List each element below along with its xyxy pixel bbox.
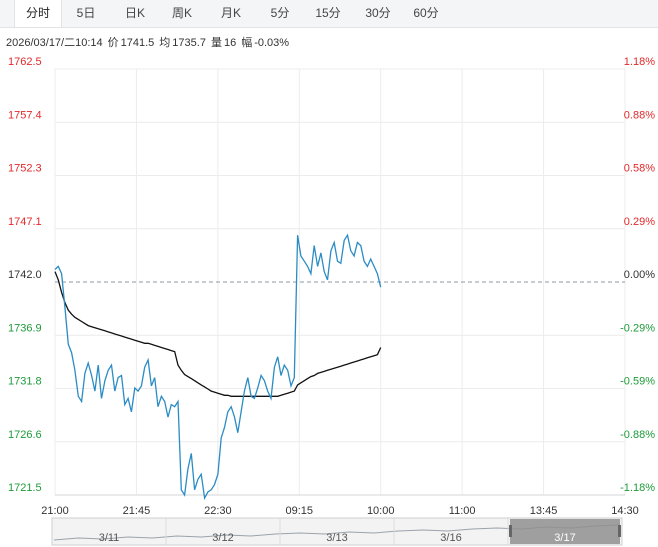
quote-info-bar: 2026/03/17/二10:14 价 1741.5 均 1735.7 量 16 幅 -0.03…: [6, 34, 294, 50]
tab-monthly-k[interactable]: 月K: [220, 6, 241, 20]
y-tick-label-left: 1747.1: [8, 216, 42, 228]
y-tick-label-left: 1757.4: [8, 109, 42, 121]
x-tick-label: 22:30: [204, 505, 232, 517]
x-axis-ticks: 21:00 21:45 22:30 09:15 10:00 11:00 13:45 14:30: [41, 505, 639, 517]
avg-price-line: [54, 271, 382, 397]
tab-5min[interactable]: 5分: [270, 6, 290, 20]
tab-intraday[interactable]: 分时: [14, 0, 62, 27]
x-tick-label: 21:45: [123, 505, 151, 517]
x-tick-label: 09:15: [286, 505, 314, 517]
grid: [54, 68, 626, 496]
y-tick-label-right: -0.59%: [620, 376, 655, 388]
tab-15min[interactable]: 15分: [315, 6, 341, 20]
y-tick-label-right: 0.58%: [624, 163, 655, 175]
y-tick-label-left: 1736.9: [8, 322, 42, 334]
y-tick-label-right: 1.18%: [624, 56, 655, 68]
navigator-session-label[interactable]: 3/12: [212, 532, 233, 544]
tab-daily-k[interactable]: 日K: [124, 6, 145, 20]
y-tick-label-right: 0.29%: [624, 216, 655, 228]
y-tick-label-right: 0.00%: [624, 269, 655, 281]
y-tick-label-right: -0.29%: [620, 322, 655, 334]
navigator-selection[interactable]: [510, 519, 620, 544]
period-tabs: 分时 5日 日K 周K 月K 5分 15分 30分 60分: [0, 0, 658, 28]
quote-datetime: 2026/03/17/二10:14: [6, 37, 103, 49]
y-tick-label-right: -0.88%: [620, 429, 655, 441]
x-tick-label: 13:45: [530, 505, 558, 517]
price-label: 价: [107, 37, 119, 49]
navigator-session-label[interactable]: 3/11: [99, 532, 120, 544]
price-line: [54, 233, 382, 501]
navigator-session-label[interactable]: 3/17: [554, 532, 575, 544]
y-axis-ticks: 1762.5 1.18% 1757.4 0.88% 1752.3 0.58% 1747.1 0…: [8, 56, 655, 494]
navigator-session-label[interactable]: 3/16: [440, 532, 461, 544]
tab-30min[interactable]: 30分: [365, 6, 391, 20]
y-tick-label-left: 1742.0: [8, 269, 42, 281]
volume-label: 量: [210, 37, 222, 49]
session-navigator[interactable]: 3/11 3/12 3/13 3/16 3/17: [51, 517, 623, 546]
y-tick-label-left: 1731.8: [8, 376, 42, 388]
navigator-session-label[interactable]: 3/13: [326, 532, 347, 544]
x-tick-label: 10:00: [367, 505, 395, 517]
avg-value: 1735.7: [172, 37, 206, 49]
avg-label: 均: [159, 37, 171, 49]
change-value: -0.03%: [254, 37, 290, 49]
price-value: 1741.5: [120, 37, 155, 49]
navigator-handle-right[interactable]: [618, 525, 621, 537]
tab-60min[interactable]: 60分: [413, 6, 439, 20]
x-tick-label: 21:00: [41, 505, 69, 517]
tab-5day[interactable]: 5日: [76, 6, 96, 20]
y-tick-label-left: 1721.5: [8, 482, 42, 494]
tab-weekly-k[interactable]: 周K: [171, 6, 192, 20]
y-tick-label-left: 1752.3: [8, 163, 42, 175]
x-tick-label: 11:00: [449, 505, 476, 517]
volume-value: 16: [223, 37, 237, 49]
y-tick-label-left: 1762.5: [8, 56, 42, 68]
navigator-handle-left[interactable]: [509, 525, 512, 537]
change-label: 幅: [241, 37, 253, 49]
y-tick-label-right: 0.88%: [624, 109, 655, 121]
y-tick-label-right: -1.18%: [620, 482, 655, 494]
y-tick-label-left: 1726.6: [8, 429, 42, 441]
x-tick-label: 14:30: [611, 505, 639, 517]
